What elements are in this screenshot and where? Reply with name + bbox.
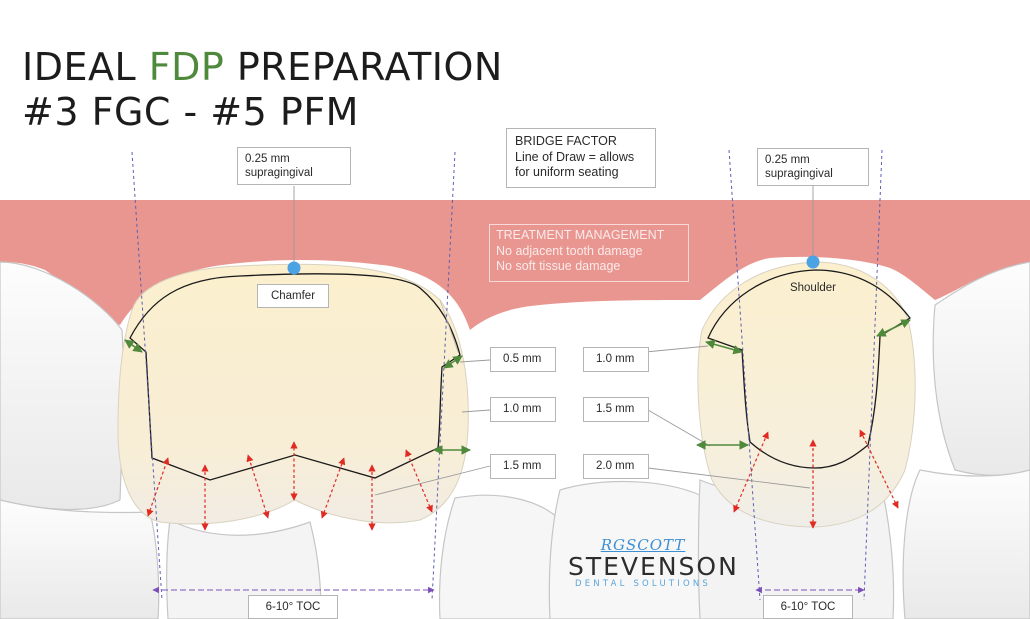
treatment-management-note: TREATMENT MANAGEMENT No adjacent tooth d…: [489, 224, 689, 282]
tooth-3-prep-outline: [129, 273, 461, 481]
bridge-factor-line-1: Line of Draw = allows: [515, 149, 635, 164]
title-suffix: PREPARATION: [224, 45, 503, 89]
logo-brand: STEVENSON: [568, 552, 739, 581]
toc-label-right: 6-10° TOC: [763, 595, 853, 619]
green-reduction-arrows: [124, 319, 911, 455]
bridge-factor-line-2: for uniform seating: [515, 165, 619, 180]
reduction-left-functional-cusp: 1.0 mm: [490, 397, 556, 422]
bridge-factor-heading: BRIDGE FACTOR: [515, 134, 617, 148]
title-prefix: IDEAL: [22, 45, 149, 89]
logo-signature: RGSCOTT: [600, 536, 686, 554]
supragingival-callout-right: 0.25 mm supragingival: [757, 148, 869, 186]
callout-label: supragingival: [245, 167, 313, 180]
supragingival-callout-left: 0.25 mm supragingival: [237, 147, 351, 185]
treatment-management-line-2: No soft tissue damage: [496, 259, 621, 274]
page-title-line-1: IDEAL FDP PREPARATION: [22, 48, 503, 86]
callout-label: supragingival: [765, 168, 833, 181]
toc-label-left: 6-10° TOC: [248, 595, 338, 619]
tooth-3-fgc: [117, 263, 469, 525]
bridge-factor-callout: BRIDGE FACTOR Line of Draw = allows for …: [506, 128, 656, 188]
red-reduction-arrows: [146, 429, 899, 531]
stevenson-dental-logo: RGSCOTT STEVENSON DENTAL SOLUTIONS: [568, 536, 739, 589]
callout-value: 0.25 mm: [765, 154, 810, 166]
contact-point-right: [806, 255, 820, 269]
callout-value: 0.25 mm: [245, 153, 290, 165]
contact-point-left: [287, 261, 301, 275]
reduction-right-functional-cusp: 1.5 mm: [583, 397, 649, 422]
reduction-right-occlusal: 2.0 mm: [583, 454, 649, 479]
line-of-draw-lines: [131, 149, 883, 601]
background-teeth: [0, 261, 1030, 619]
gingiva: [0, 200, 1030, 330]
reduction-left-occlusal: 1.5 mm: [490, 454, 556, 479]
logo-tagline: DENTAL SOLUTIONS: [574, 579, 712, 589]
tooth-3-contact-reference: [439, 299, 459, 353]
page-title-line-2: #3 FGC - #5 PFM: [22, 90, 359, 134]
shoulder-label: Shoulder: [789, 282, 837, 294]
reduction-left-axial: 0.5 mm: [490, 347, 556, 372]
treatment-management-heading: TREATMENT MANAGEMENT: [496, 228, 665, 242]
tooth-3-enamel: [117, 263, 469, 525]
title-accent: FDP: [148, 45, 225, 89]
reduction-right-axial: 1.0 mm: [583, 347, 649, 372]
chamfer-label: Chamfer: [257, 284, 329, 308]
treatment-management-line-1: No adjacent tooth damage: [496, 243, 643, 258]
